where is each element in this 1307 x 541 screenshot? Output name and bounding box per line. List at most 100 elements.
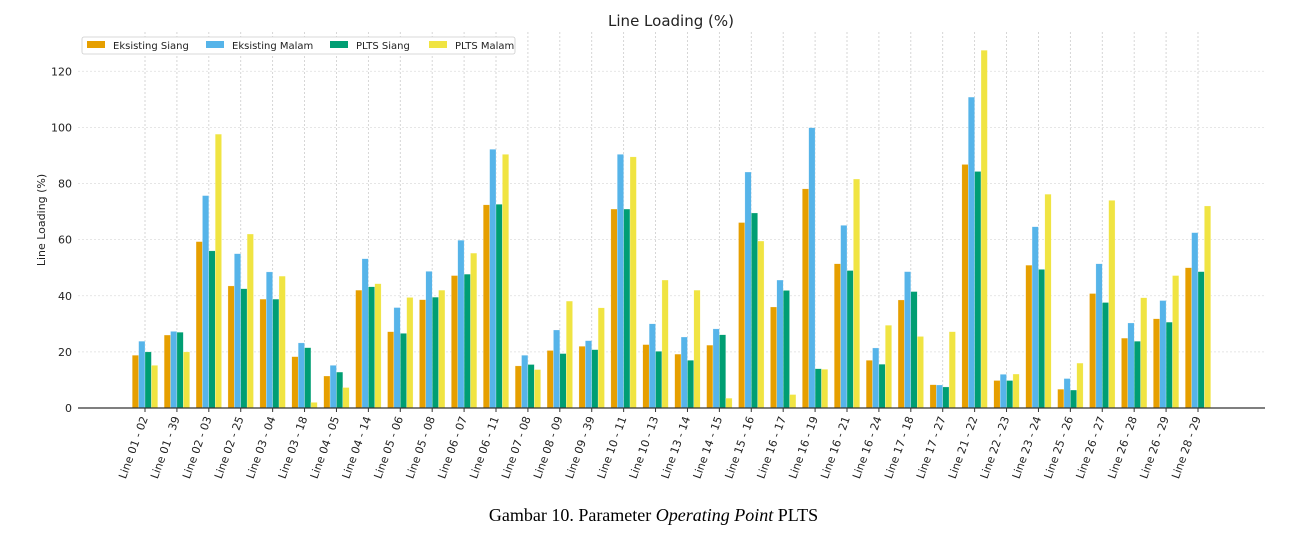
bar-plts-siang xyxy=(304,347,312,409)
x-tick-label: Line 23 - 24 xyxy=(1010,415,1045,481)
bar-plts-siang xyxy=(1102,302,1109,409)
legend-swatch xyxy=(206,41,224,48)
x-tick-label: Line 01 - 39 xyxy=(148,415,183,481)
y-tick-label: 40 xyxy=(58,290,72,303)
x-tick-label: Line 21 - 22 xyxy=(946,415,981,481)
x-tick-label: Line 28 - 29 xyxy=(1169,415,1204,481)
bar-eksisting-siang xyxy=(961,164,969,409)
bar-eksisting-siang xyxy=(387,331,395,409)
bar-plts-malam xyxy=(470,252,478,409)
chart-title: Line Loading (%) xyxy=(608,12,734,30)
bar-eksisting-malam xyxy=(1191,232,1199,409)
bar-eksisting-siang xyxy=(770,306,777,409)
bar-eksisting-siang xyxy=(546,350,554,409)
x-tick-label: Line 17 - 18 xyxy=(882,415,917,481)
bar-plts-malam xyxy=(725,397,733,409)
bar-plts-malam xyxy=(1076,362,1084,409)
bar-plts-siang xyxy=(368,286,375,409)
bar-chart: Line Loading (%) Line Loading (%) 0 20 40 6… xyxy=(35,12,1265,481)
bar-eksisting-siang xyxy=(706,344,714,409)
bar-plts-malam xyxy=(278,275,286,409)
bar-eksisting-malam xyxy=(170,331,178,409)
bar-eksisting-siang xyxy=(323,375,331,409)
legend-box xyxy=(81,36,516,55)
x-tick-label: Line 04 - 14 xyxy=(340,415,375,481)
bar-plts-siang xyxy=(910,291,918,409)
bar-plts-siang xyxy=(272,298,280,409)
bar-plts-malam xyxy=(534,369,541,409)
caption-italic: Operating Point xyxy=(655,505,774,525)
bar-eksisting-malam xyxy=(393,307,401,409)
bar-plts-siang xyxy=(431,296,439,409)
bar-eksisting-siang xyxy=(578,346,586,409)
bar-eksisting-siang xyxy=(1089,293,1097,409)
bar-plts-malam xyxy=(151,365,158,409)
x-tick-label: Line 26 - 29 xyxy=(1137,415,1172,481)
bar-plts-malam xyxy=(1012,373,1020,409)
bar-plts-malam xyxy=(853,178,860,409)
bar-eksisting-malam xyxy=(266,271,273,409)
bar-eksisting-siang xyxy=(227,285,235,409)
bar-eksisting-malam xyxy=(425,271,433,409)
bar-eksisting-siang xyxy=(993,380,1001,409)
x-tick-label: Line 15 - 16 xyxy=(723,415,758,481)
bar-plts-malam xyxy=(1172,275,1180,409)
bar-eksisting-malam xyxy=(872,347,880,409)
x-tick-label: Line 14 - 15 xyxy=(691,415,726,481)
bar-eksisting-siang xyxy=(514,365,522,409)
bar-plts-siang xyxy=(1165,321,1173,409)
bar-plts-siang xyxy=(527,364,535,409)
bar-eksisting-malam xyxy=(936,384,943,409)
bar-eksisting-siang xyxy=(1025,264,1033,409)
legend-swatch xyxy=(330,41,348,48)
bar-eksisting-siang xyxy=(865,360,873,409)
bar-plts-malam xyxy=(1044,193,1052,409)
y-tick-label: 100 xyxy=(51,121,72,134)
y-tick-label: 60 xyxy=(58,234,72,247)
bar-eksisting-malam xyxy=(744,171,752,409)
bar-plts-malam xyxy=(438,289,446,409)
bar-plts-siang xyxy=(1070,389,1077,409)
x-tick-label: Line 22 - 23 xyxy=(978,415,1013,481)
x-tick-label: Line 06 - 07 xyxy=(435,415,470,481)
bar-plts-malam xyxy=(502,154,509,409)
bar-plts-malam xyxy=(342,387,350,409)
y-tick-label: 0 xyxy=(65,402,72,415)
bar-eksisting-malam xyxy=(361,258,369,409)
bar-plts-malam xyxy=(821,369,829,409)
bar-eksisting-malam xyxy=(680,336,688,409)
bars xyxy=(132,50,1211,409)
bar-plts-siang xyxy=(687,360,695,409)
bar-eksisting-malam xyxy=(617,154,624,409)
bar-eksisting-siang xyxy=(355,289,363,409)
legend-label: PLTS Malam xyxy=(455,41,514,52)
bar-plts-siang xyxy=(751,212,758,409)
bar-plts-malam xyxy=(215,133,222,409)
y-axis-label: Line Loading (%) xyxy=(35,174,48,266)
bar-plts-malam xyxy=(693,289,701,409)
legend-swatch xyxy=(429,41,447,48)
bar-eksisting-malam xyxy=(808,127,816,409)
x-tick-label: Line 05 - 06 xyxy=(372,415,407,481)
x-tick-label: Line 25 - 26 xyxy=(1042,415,1077,481)
bar-plts-siang xyxy=(463,273,471,409)
bar-plts-siang xyxy=(400,333,407,409)
bar-eksisting-siang xyxy=(1153,318,1160,409)
bar-plts-malam xyxy=(916,336,924,409)
bar-eksisting-malam xyxy=(648,323,656,409)
bar-eksisting-malam xyxy=(904,271,912,409)
x-tick-label: Line 10 - 13 xyxy=(627,415,662,481)
bar-eksisting-malam xyxy=(1095,263,1103,409)
bar-eksisting-siang xyxy=(163,334,171,409)
bar-plts-siang xyxy=(623,208,631,409)
bar-plts-siang xyxy=(878,364,886,409)
bar-plts-siang xyxy=(559,353,567,409)
bar-eksisting-siang xyxy=(1057,389,1065,409)
bar-eksisting-malam xyxy=(712,328,720,409)
bar-eksisting-siang xyxy=(738,222,746,409)
y-tick-label: 20 xyxy=(58,346,72,359)
bar-plts-siang xyxy=(176,332,184,409)
bar-plts-siang xyxy=(1006,380,1014,409)
bar-eksisting-siang xyxy=(610,208,618,409)
bar-eksisting-malam xyxy=(968,96,975,409)
